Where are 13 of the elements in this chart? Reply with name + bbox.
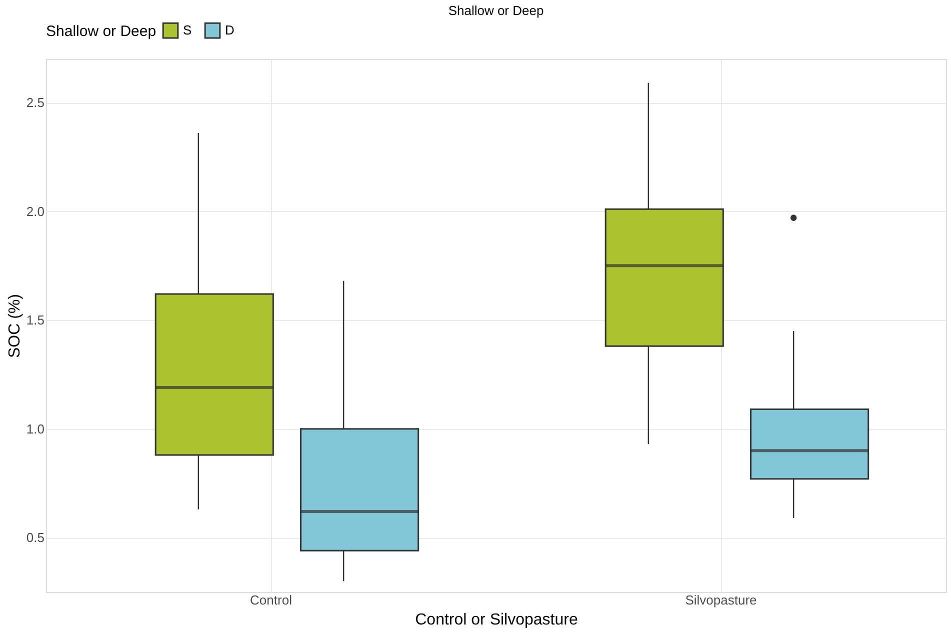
x-tick-label: Control bbox=[250, 592, 292, 608]
legend-title: Shallow or Deep bbox=[46, 23, 156, 40]
y-axis-title: SOC (%) bbox=[6, 294, 24, 358]
y-tick-label: 2.0 bbox=[26, 204, 44, 219]
chart-title: Shallow or Deep bbox=[448, 3, 544, 18]
x-tick-label: Silvopasture bbox=[685, 592, 757, 608]
y-tick-label: 1.5 bbox=[26, 312, 44, 328]
legend-label: S bbox=[183, 22, 192, 38]
legend-label: D bbox=[225, 22, 234, 38]
y-tick-label: 2.5 bbox=[26, 95, 44, 110]
y-tick-label: 0.5 bbox=[26, 530, 44, 546]
x-axis-title: Control or Silvopasture bbox=[415, 612, 578, 628]
y-tick-label: 1.0 bbox=[26, 421, 44, 436]
